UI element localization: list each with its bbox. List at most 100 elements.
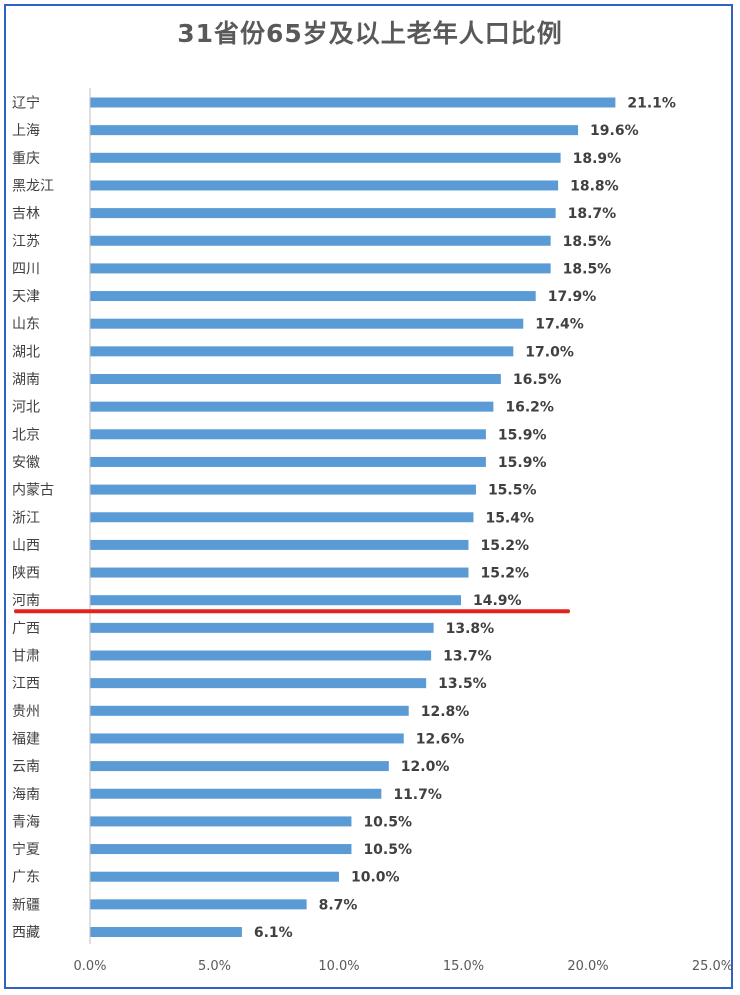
- bar-四川: [90, 263, 551, 274]
- value-label: 18.8%: [570, 178, 619, 194]
- bar-甘肃: [90, 650, 432, 661]
- value-label: 19.6%: [590, 123, 639, 139]
- bar-辽宁: [90, 97, 616, 108]
- bar-北京: [90, 429, 486, 440]
- bar-广东: [90, 871, 339, 882]
- category-label: 宁夏: [12, 841, 40, 858]
- value-label: 8.7%: [319, 897, 358, 913]
- x-tick-label: 20.0%: [567, 959, 608, 974]
- category-label: 辽宁: [12, 95, 40, 112]
- category-label: 河南: [12, 593, 40, 609]
- value-label: 14.9%: [473, 593, 522, 609]
- bar-贵州: [90, 705, 409, 716]
- value-label: 13.5%: [438, 676, 487, 692]
- category-label: 湖北: [12, 344, 40, 360]
- bar-黑龙江: [90, 180, 559, 191]
- bar-吉林: [90, 208, 556, 219]
- bar-浙江: [90, 512, 474, 523]
- value-label: 6.1%: [254, 925, 293, 941]
- value-label: 18.9%: [573, 151, 622, 167]
- category-label: 山东: [12, 317, 40, 333]
- category-label: 湖南: [12, 372, 40, 388]
- value-label: 10.5%: [363, 842, 412, 858]
- bar-河北: [90, 401, 494, 412]
- chart-title: 31省份65岁及以上老年人口比例: [177, 19, 563, 48]
- category-label: 重庆: [12, 151, 40, 167]
- category-label: 北京: [12, 427, 40, 443]
- bar-云南: [90, 761, 389, 772]
- category-label: 广西: [12, 621, 40, 637]
- value-label: 17.0%: [525, 344, 574, 360]
- bar-广西: [90, 622, 434, 633]
- bar-上海: [90, 125, 579, 136]
- category-label: 甘肃: [12, 649, 40, 665]
- category-label: 广东: [12, 870, 40, 886]
- category-label: 福建: [12, 731, 40, 747]
- bar-重庆: [90, 152, 561, 163]
- value-label: 15.5%: [488, 483, 537, 499]
- category-label: 内蒙古: [12, 483, 54, 499]
- category-label: 新疆: [12, 897, 40, 913]
- x-tick-label: 15.0%: [443, 959, 484, 974]
- bar-江西: [90, 678, 427, 689]
- value-label: 21.1%: [627, 96, 676, 112]
- value-label: 12.6%: [416, 731, 465, 747]
- category-label: 贵州: [12, 704, 40, 720]
- bar-湖南: [90, 374, 501, 384]
- bar-山西: [90, 539, 469, 550]
- bar-山东: [90, 318, 524, 329]
- value-label: 12.0%: [401, 759, 450, 775]
- x-tick-label: 10.0%: [318, 959, 359, 974]
- value-label: 17.4%: [535, 317, 584, 333]
- category-label: 吉林: [12, 206, 40, 222]
- value-label: 13.7%: [443, 649, 492, 665]
- value-label: 13.8%: [446, 621, 495, 637]
- category-label: 上海: [12, 123, 40, 139]
- bar-海南: [90, 788, 382, 799]
- value-label: 15.2%: [480, 566, 529, 582]
- category-label: 青海: [12, 814, 40, 830]
- category-label: 江苏: [12, 234, 40, 250]
- category-label: 河北: [12, 400, 40, 416]
- category-label: 安徽: [12, 455, 40, 471]
- category-label: 四川: [12, 261, 40, 277]
- x-tick-label: 25.0%: [692, 959, 733, 974]
- value-label: 11.7%: [393, 787, 442, 803]
- category-label: 浙江: [12, 510, 40, 526]
- category-label: 西藏: [12, 925, 40, 941]
- category-label: 天津: [12, 289, 40, 305]
- category-label: 江西: [12, 676, 40, 692]
- category-label: 云南: [12, 759, 40, 775]
- category-label: 山西: [12, 538, 40, 554]
- bar-安徽: [90, 456, 486, 467]
- bar-青海: [90, 816, 352, 827]
- bar-内蒙古: [90, 484, 476, 495]
- value-label: 10.0%: [351, 870, 400, 886]
- x-tick-label: 5.0%: [198, 959, 231, 974]
- value-label: 12.8%: [421, 704, 470, 720]
- value-label: 18.5%: [563, 261, 612, 277]
- value-label: 15.9%: [498, 427, 547, 443]
- value-label: 16.5%: [513, 372, 562, 388]
- bar-湖北: [90, 346, 514, 357]
- value-label: 18.7%: [568, 206, 617, 222]
- value-label: 15.9%: [498, 455, 547, 471]
- bar-福建: [90, 733, 404, 744]
- category-label: 黑龙江: [12, 178, 54, 194]
- bar-宁夏: [90, 844, 352, 855]
- bar-西藏: [90, 927, 242, 937]
- x-tick-label: 0.0%: [73, 959, 106, 974]
- value-label: 18.5%: [563, 234, 612, 250]
- value-label: 10.5%: [363, 814, 412, 830]
- value-label: 15.4%: [485, 510, 534, 526]
- bar-新疆: [90, 899, 307, 910]
- bar-江苏: [90, 235, 551, 246]
- value-label: 17.9%: [548, 289, 597, 305]
- value-label: 15.2%: [480, 538, 529, 554]
- bar-河南: [90, 595, 462, 606]
- category-label: 海南: [12, 787, 40, 803]
- category-label: 陕西: [12, 566, 40, 582]
- bar-天津: [90, 291, 536, 302]
- value-label: 16.2%: [505, 400, 554, 416]
